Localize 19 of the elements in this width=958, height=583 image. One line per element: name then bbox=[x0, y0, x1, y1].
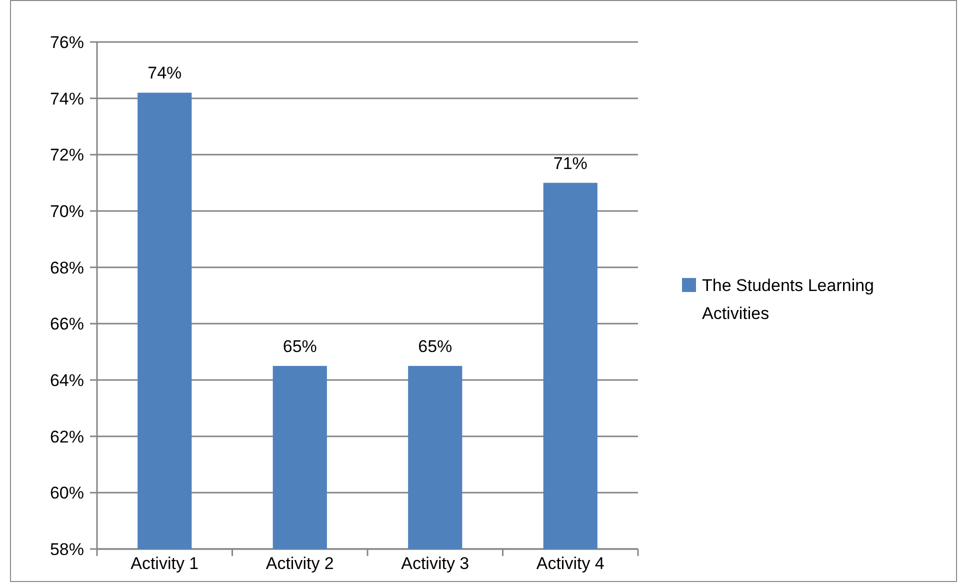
x-tick-label: Activity 3 bbox=[401, 554, 470, 573]
x-tick-label: Activity 2 bbox=[266, 554, 334, 573]
x-tick-label: Activity 1 bbox=[130, 554, 199, 573]
y-tick-label: 74% bbox=[50, 89, 84, 108]
data-label: 74% bbox=[148, 64, 182, 83]
data-label: 65% bbox=[282, 336, 317, 356]
y-tick-label: 76% bbox=[50, 32, 84, 52]
y-tick-label: 70% bbox=[50, 202, 84, 221]
data-label: 71% bbox=[553, 154, 588, 173]
y-tick-label: 60% bbox=[50, 484, 84, 503]
y-tick-label: 62% bbox=[50, 427, 84, 446]
y-tick-label: 68% bbox=[50, 258, 84, 278]
y-tick-label: 72% bbox=[50, 146, 84, 165]
data-label: 65% bbox=[418, 336, 452, 356]
x-tick-label: Activity 4 bbox=[536, 554, 604, 573]
y-tick-label: 58% bbox=[50, 540, 84, 559]
y-tick-label: 66% bbox=[50, 314, 84, 334]
legend-label: The Students Learning Activities bbox=[702, 276, 874, 323]
y-tick-label: 64% bbox=[50, 370, 84, 390]
